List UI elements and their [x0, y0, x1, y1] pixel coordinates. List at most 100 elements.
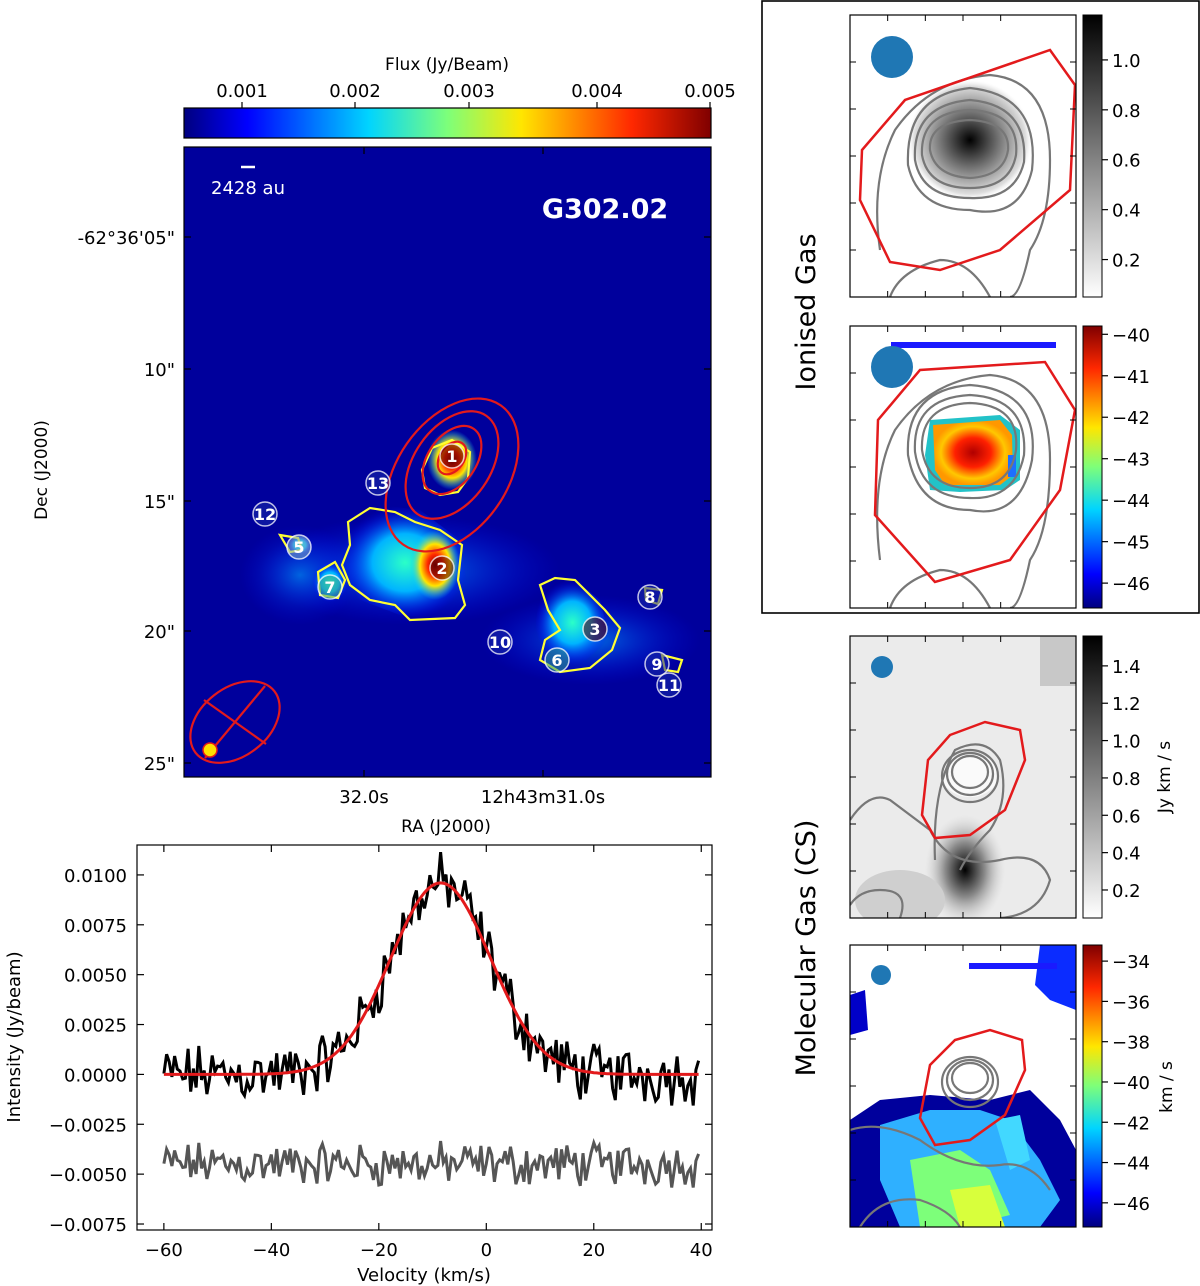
- main-colorbar: [183, 107, 712, 139]
- colorbar-tick-label: 0.8: [1112, 769, 1141, 790]
- colorbar-tick-label: −40: [1112, 325, 1150, 346]
- colorbar-label: Jy km / s: [1155, 741, 1175, 814]
- beam-circle: [871, 346, 913, 388]
- ionised-velocity-panel: −40 −41 −42 −43 −44 −45 −46: [849, 325, 1150, 609]
- colorbar-tick-label: −41: [1112, 367, 1150, 388]
- source-label-5: 5: [293, 538, 304, 557]
- colorbar-tick-label: 1.2: [1112, 694, 1141, 715]
- colorbar-ticks: −34 −36 −38 −40 −42 −44 −46: [1102, 952, 1150, 1215]
- source-label-8: 8: [644, 588, 655, 607]
- colorbar-tick-label: −46: [1112, 574, 1150, 595]
- x-tick-label: 0: [481, 1240, 492, 1261]
- main-map-frame: [183, 146, 712, 778]
- colorbar-tick-label: 0.005: [684, 81, 736, 102]
- colorbar-tick-label: 0.4: [1112, 844, 1141, 865]
- ra-tick-label: 32.0s: [339, 787, 388, 808]
- source-label-1: 1: [446, 447, 457, 466]
- x-tick-label: −60: [145, 1240, 183, 1261]
- colorbar-intensity: [1082, 14, 1103, 298]
- colorbar-ticks: 1.4 1.2 1.0 0.8 0.6 0.4 0.2: [1102, 657, 1141, 902]
- colorbar-tick-label: 0.002: [329, 81, 381, 102]
- source-label-13: 13: [367, 474, 389, 493]
- main-axis-ticks: -62°36'05" 10" 15" 20" 25" 32.0s 12h43m31.0s: [78, 147, 711, 808]
- spectrum-xlabel: Velocity (km/s): [357, 1265, 491, 1286]
- beam-circle: [871, 36, 913, 78]
- colorbar-tick-label: −40: [1112, 1073, 1150, 1094]
- ra-axis-label: RA (J2000): [401, 817, 491, 837]
- y-tick-label: 0.0025: [64, 1016, 127, 1037]
- dec-tick-label: -62°36'05": [78, 228, 175, 249]
- colorbar-tick-label: −44: [1112, 491, 1150, 512]
- beam-circle: [871, 965, 891, 985]
- colorbar-tick-label: 1.4: [1112, 657, 1141, 678]
- colorbar-tick-label: 1.0: [1112, 51, 1141, 72]
- y-tick-label: 0.0075: [64, 916, 127, 937]
- spectrum-plot: −60 −40 −20 0 20 40 0.0100 0.0075 0.0050 0.0025 0.…: [4, 844, 713, 1286]
- molecular-moment1-panel: −34 −36 −38 −40 −42 −44 −46 km / s: [849, 944, 1177, 1228]
- source-name: G302.02: [542, 194, 668, 225]
- colorbar-tick-label: 0.001: [216, 81, 268, 102]
- colorbar-tick-label: −38: [1112, 1033, 1150, 1054]
- source-marker-1: [439, 443, 465, 469]
- colorbar-tick-label: 0.6: [1112, 151, 1141, 172]
- colorbar-tick-label: −36: [1112, 992, 1150, 1013]
- ionised-intensity-panel: 1.0 0.8 0.6 0.4 0.2: [849, 14, 1141, 298]
- molecular-moment0-panel: 1.4 1.2 1.0 0.8 0.6 0.4 0.2 Jy km / s: [849, 635, 1175, 919]
- source-label-7: 7: [324, 578, 335, 597]
- source-marker-9: [644, 651, 670, 677]
- residual-line: [162, 1137, 700, 1188]
- source-marker-13: [365, 470, 391, 496]
- source-label-12: 12: [254, 505, 276, 524]
- colorbar-tick-label: −42: [1112, 408, 1150, 429]
- colorbar-tick-label: −34: [1112, 952, 1150, 973]
- spectrum-line: [162, 851, 701, 1106]
- main-map: Flux (Jy/Beam) 0.001 0.002 0.003 0.004 0.005: [32, 55, 736, 837]
- y-tick-label: 0.0100: [64, 866, 127, 887]
- colorbar-tick-label: −45: [1112, 533, 1150, 554]
- source-label-9: 9: [651, 655, 662, 674]
- colorbar-tick-label: 1.0: [1112, 732, 1141, 753]
- colorbar-tick-label: −44: [1112, 1154, 1150, 1175]
- y-tick-label: −0.0050: [49, 1165, 127, 1186]
- dec-tick-label: 25": [144, 754, 175, 775]
- colorbar-moment0: [1082, 635, 1103, 919]
- x-tick-label: 20: [582, 1240, 605, 1261]
- x-tick-label: −40: [252, 1240, 290, 1261]
- molecular-gas-label: Molecular Gas (CS): [791, 820, 822, 1077]
- colorbar-moment1: [1082, 944, 1103, 1228]
- y-tick-label: −0.0025: [49, 1115, 127, 1136]
- source-marker-8: [637, 584, 663, 610]
- colorbar-tick-label: 0.2: [1112, 881, 1141, 902]
- source-label-6: 6: [551, 651, 562, 670]
- source-marker-2: [429, 555, 455, 581]
- colorbar-velocity: [1082, 325, 1103, 609]
- beam-marker: [202, 742, 218, 758]
- colorbar-tick-label: 0.6: [1112, 806, 1141, 827]
- x-tick-label: −20: [360, 1240, 398, 1261]
- colorbar-ticks: −40 −41 −42 −43 −44 −45 −46: [1102, 325, 1150, 595]
- colorbar-tick-label: 0.2: [1112, 251, 1141, 272]
- source-marker-6: [544, 647, 570, 673]
- x-tick-label: 40: [690, 1240, 713, 1261]
- source-marker-10: [487, 629, 513, 655]
- dec-tick-label: 20": [144, 622, 175, 643]
- colorbar-tick-label: 0.003: [443, 81, 495, 102]
- source-label-10: 10: [489, 633, 511, 652]
- red-contours: [189, 397, 520, 764]
- dec-tick-label: 10": [144, 360, 175, 381]
- source-marker-3: [582, 616, 608, 642]
- source-marker-11: [656, 672, 682, 698]
- colorbar-ticks: 1.0 0.8 0.6 0.4 0.2: [1102, 51, 1141, 272]
- ionised-gas-box: [761, 0, 1200, 614]
- colorbar-label: km / s: [1157, 1061, 1177, 1113]
- source-label-11: 11: [658, 676, 680, 695]
- ra-tick-label: 12h43m31.0s: [481, 787, 605, 808]
- colorbar-tick-label: −46: [1112, 1194, 1150, 1215]
- colorbar-tick-label: 0.8: [1112, 101, 1141, 122]
- source-label-2: 2: [436, 559, 447, 578]
- spectrum-ticks: −60 −40 −20 0 20 40 0.0100 0.0075 0.0050 0.0025 0.…: [49, 845, 713, 1261]
- scale-bar-label: 2428 au: [211, 178, 285, 199]
- source-marker-7: [317, 574, 343, 600]
